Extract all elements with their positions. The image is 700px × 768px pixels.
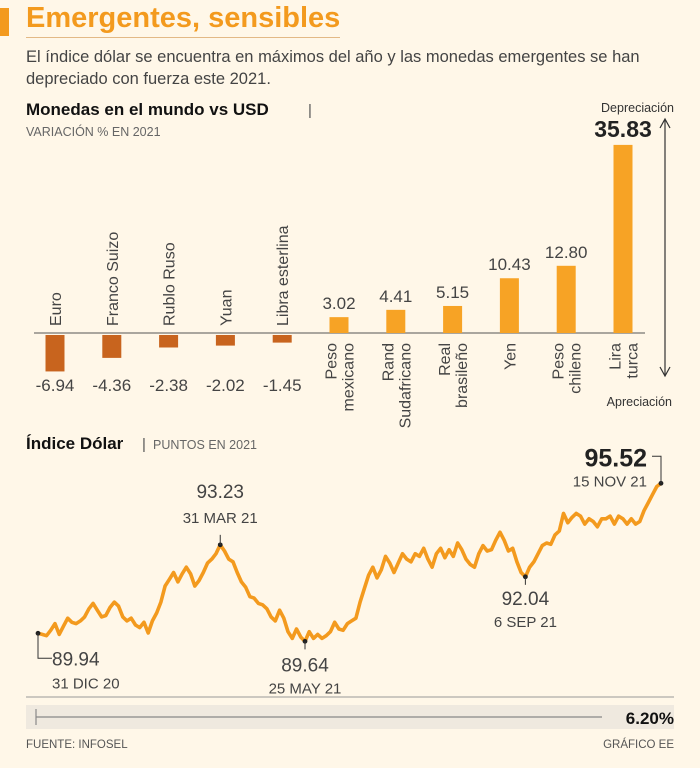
bar-4 [272,335,292,343]
annotation-value-march: 93.23 [196,482,244,503]
source-label: FUENTE: INFOSEL [26,739,128,751]
bar-category-label-6: RandSudafricano [380,343,414,428]
annotation-date-march: 31 MAR 21 [183,510,258,527]
annotation-value-end: 95.52 [584,444,647,472]
bar-category-label-9: Pesochileno [551,343,585,394]
dollar-index-line [36,481,663,644]
bar-10 [613,144,633,333]
annotation-date-start: 31 DIC 20 [52,675,120,692]
title-accent-bar [0,8,9,36]
annotation-date-may: 25 MAY 21 [269,680,342,697]
line-chart-subtitle: PUNTOS EN 2021 [153,438,257,452]
annotation-leader-start [37,633,52,659]
line-chart-title-separator: | [142,436,146,453]
bar-3 [215,335,235,346]
bar-value-label-8: 10.43 [488,255,531,274]
bar-5 [329,317,349,333]
annotation-value-start: 89.94 [52,649,100,670]
bar-chart-category-labels: Euro Franco Suizo Rublo Ruso Yuan Libra este… [48,225,642,428]
bar-value-label-1: -4.36 [92,376,131,395]
annotation-value-may: 89.64 [281,655,329,676]
annotation-value-september: 92.04 [502,589,550,610]
bar-9 [556,265,576,333]
bar-category-label-7: Realbrasileño [437,343,471,408]
bar-category-label-0: Euro [48,292,65,326]
bar-value-label-0: -6.94 [36,376,75,395]
bar-2 [159,335,179,348]
bar-category-label-5: Pesomexicano [324,343,358,412]
page-title: Emergentes, sensibles [26,2,341,34]
bar-value-label-2: -2.38 [149,376,188,395]
bar-value-label-3: -2.02 [206,376,245,395]
depreciation-appreciation-arrow [659,117,671,378]
bar-value-label-5: 3.02 [322,294,355,313]
credit-label: GRÁFICO EE [603,738,674,751]
bar-category-label-8: Yen [502,343,519,370]
bar-6 [386,309,406,333]
annotation-date-end: 15 NOV 21 [573,473,647,490]
bar-value-label-6: 4.41 [379,287,412,306]
bar-8 [499,278,519,333]
annotation-date-september: 6 SEP 21 [494,614,557,631]
page-subtitle: El índice dólar se encuentra en máximos … [26,48,640,88]
bar-7 [443,305,463,333]
bar-value-label-4: -1.45 [263,376,302,395]
bar-value-label-7: 5.15 [436,283,469,302]
bar-1 [102,335,122,358]
appreciation-label: Apreciación [607,395,672,409]
summary-change-value: 6.20% [626,709,674,728]
bar-category-label-1: Franco Suizo [105,232,122,326]
bar-chart-title: Monedas en el mundo vs USD [26,100,269,119]
bar-chart-value-labels: -6.94 -4.36 -2.38 -2.02 -1.45 3.02 4.41 5.15 10.… [36,116,652,395]
line-chart-title: Índice Dólar [26,434,124,453]
bar-0 [45,335,65,372]
bar-chart-subtitle: VARIACIÓN % EN 2021 [26,124,161,139]
bar-category-label-10: Liraturca [608,343,642,379]
bar-value-label-9: 12.80 [545,243,588,262]
bar-category-label-3: Yuan [218,290,235,326]
bar-category-label-4: Libra esterlina [275,225,292,326]
depreciation-label: Depreciación [601,101,674,115]
bar-category-label-2: Rublo Ruso [162,242,179,326]
bar-value-label-10: 35.83 [594,116,652,142]
bar-chart-title-separator: | [308,102,312,119]
annotation-leader-end [652,455,662,484]
title-underline [26,37,340,38]
bar-chart-bars [45,144,633,372]
line-chart-annotations: 89.94 31 DIC 20 93.23 31 MAR 21 89.64 25 MAY … [35,444,664,697]
